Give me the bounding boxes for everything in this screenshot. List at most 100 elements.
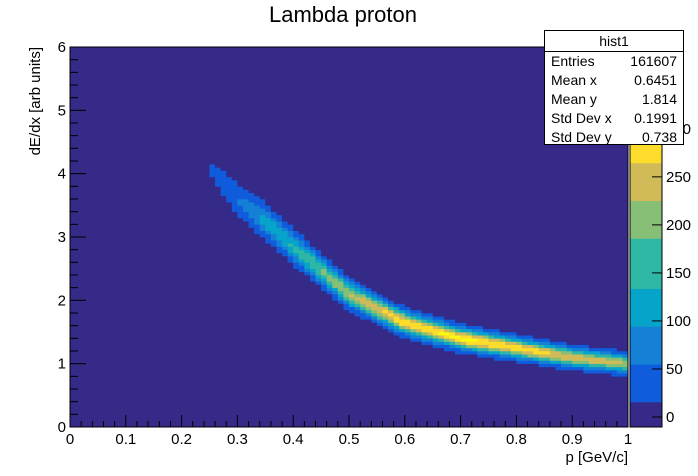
heatmap-cell — [242, 202, 249, 206]
heatmap-cell — [242, 195, 249, 200]
heatmap-cell — [460, 344, 467, 349]
heatmap-cell — [209, 157, 216, 162]
heatmap-cell — [427, 313, 433, 317]
heatmap-cell — [287, 233, 294, 238]
heatmap-cell — [298, 262, 305, 266]
heatmap-cell — [349, 278, 355, 282]
heatmap-cell — [270, 243, 277, 247]
heatmap-cell — [237, 199, 244, 203]
heatmap-cell — [533, 332, 540, 336]
heatmap-cell — [298, 246, 305, 250]
heatmap-cell — [505, 335, 512, 339]
heatmap-cell — [415, 332, 422, 336]
heatmap-cell — [449, 351, 456, 355]
color-bar-tick-label: 0 — [666, 409, 674, 426]
heatmap-cell — [505, 328, 512, 333]
heatmap-cell — [315, 243, 322, 247]
heatmap-cell — [371, 284, 378, 288]
heatmap-cell — [494, 344, 500, 349]
heatmap-cell — [365, 294, 372, 298]
heatmap-cell — [443, 341, 450, 345]
heatmap-cell — [443, 338, 450, 342]
heatmap-cell — [231, 180, 238, 184]
heatmap-cell — [415, 309, 422, 314]
heatmap-cell — [315, 259, 322, 263]
heatmap-cell — [349, 306, 355, 311]
heatmap-cell — [376, 325, 383, 330]
heatmap-cell — [220, 161, 227, 165]
heatmap-cell — [321, 252, 327, 257]
heatmap-cell — [365, 322, 372, 326]
y-tick-label: 2 — [58, 292, 66, 309]
heatmap-cell — [499, 357, 506, 361]
heatmap-cell — [438, 335, 445, 339]
heatmap-cell — [248, 227, 255, 231]
heatmap-cell — [360, 300, 367, 304]
heatmap-cell — [438, 332, 445, 336]
heatmap-cell — [583, 354, 590, 358]
heatmap-cell — [588, 360, 595, 364]
heatmap-cell — [494, 354, 500, 358]
heatmap-cell — [226, 170, 233, 174]
heatmap-cell — [555, 360, 562, 364]
heatmap-cell — [287, 249, 294, 254]
heatmap-cell — [443, 347, 450, 352]
heatmap-cell — [438, 347, 445, 352]
heatmap-cell — [365, 319, 372, 323]
x-tick-label: 1 — [624, 431, 632, 448]
heatmap-cell — [488, 332, 495, 336]
heatmap-cell — [354, 303, 361, 307]
heatmap-cell — [388, 313, 394, 317]
heatmap-cell — [482, 347, 489, 352]
heatmap-cell — [577, 373, 584, 377]
heatmap-cell — [259, 227, 266, 231]
heatmap-cell — [482, 325, 489, 330]
x-tick-label: 0.7 — [450, 431, 471, 448]
heatmap-cell — [254, 189, 261, 193]
heatmap-cell — [360, 303, 367, 307]
heatmap-cell — [499, 354, 506, 358]
heatmap-cell — [404, 309, 411, 314]
heatmap-cell — [382, 328, 389, 333]
heatmap-cell — [315, 249, 322, 254]
heatmap-cell — [349, 303, 355, 307]
heatmap-cell — [237, 189, 244, 193]
heatmap-cell — [494, 335, 500, 339]
heatmap-cell — [466, 335, 473, 339]
heatmap-cell — [477, 322, 484, 326]
heatmap-cell — [248, 208, 255, 212]
heatmap-cell — [265, 230, 272, 235]
heatmap-cell — [549, 338, 556, 342]
heatmap-cell — [315, 268, 322, 273]
heatmap-cell — [298, 271, 305, 276]
heatmap-cell — [549, 363, 556, 368]
heatmap-cell — [466, 319, 473, 323]
stats-value: 1.814 — [641, 91, 677, 107]
heatmap-cell — [209, 186, 216, 190]
heatmap-cell — [248, 233, 255, 238]
heatmap-cell — [527, 357, 534, 361]
heatmap-cell — [270, 218, 277, 222]
y-tick-label: 3 — [58, 229, 66, 246]
heatmap-cell — [622, 370, 629, 374]
color-bar-tick-label: 150 — [666, 265, 691, 282]
heatmap-cell — [438, 322, 445, 326]
heatmap-cell — [321, 287, 327, 292]
heatmap-cell — [471, 344, 478, 349]
heatmap-cell — [561, 370, 567, 374]
heatmap-cell — [376, 316, 383, 320]
heatmap-cell — [427, 338, 433, 342]
heatmap-cell — [588, 357, 595, 361]
heatmap-cell — [494, 341, 500, 345]
heatmap-cell — [382, 303, 389, 307]
heatmap-cell — [455, 322, 461, 326]
heatmap-cell — [259, 205, 266, 209]
heatmap-cell — [321, 290, 327, 295]
heatmap-cell — [293, 233, 300, 238]
heatmap-cell — [583, 341, 590, 345]
heatmap-cell — [527, 335, 534, 339]
heatmap-cell — [265, 246, 272, 250]
heatmap-cell — [270, 224, 277, 228]
heatmap-cell — [521, 363, 528, 368]
heatmap-cell — [382, 319, 389, 323]
